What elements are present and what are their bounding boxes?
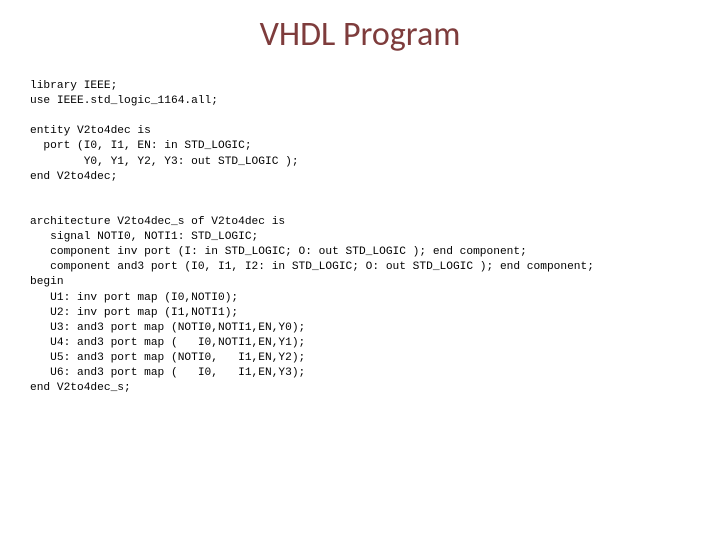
code-line: library IEEE; xyxy=(30,80,117,92)
code-line: U4: and3 port map ( I0,NOTI1,EN,Y1); xyxy=(30,337,305,349)
code-line: component inv port (I: in STD_LOGIC; O: … xyxy=(30,246,527,258)
code-line: port (I0, I1, EN: in STD_LOGIC; xyxy=(30,140,252,152)
code-block: library IEEE; use IEEE.std_logic_1164.al… xyxy=(30,79,720,396)
code-line: U5: and3 port map (NOTI0, I1,EN,Y2); xyxy=(30,352,305,364)
slide-title: VHDL Program xyxy=(0,14,720,55)
code-line: U2: inv port map (I1,NOTI1); xyxy=(30,307,238,319)
code-line: U1: inv port map (I0,NOTI0); xyxy=(30,292,238,304)
code-line: end V2to4dec; xyxy=(30,171,117,183)
code-line: U3: and3 port map (NOTI0,NOTI1,EN,Y0); xyxy=(30,322,305,334)
code-line: Y0, Y1, Y2, Y3: out STD_LOGIC ); xyxy=(30,156,299,168)
code-line: entity V2to4dec is xyxy=(30,125,151,137)
code-line: U6: and3 port map ( I0, I1,EN,Y3); xyxy=(30,367,305,379)
code-line: signal NOTI0, NOTI1: STD_LOGIC; xyxy=(30,231,258,243)
slide: VHDL Program library IEEE; use IEEE.std_… xyxy=(0,14,720,540)
code-line: architecture V2to4dec_s of V2to4dec is xyxy=(30,216,285,228)
code-line: end V2to4dec_s; xyxy=(30,382,131,394)
code-line: begin xyxy=(30,276,64,288)
code-line: component and3 port (I0, I1, I2: in STD_… xyxy=(30,261,594,273)
code-line: use IEEE.std_logic_1164.all; xyxy=(30,95,218,107)
